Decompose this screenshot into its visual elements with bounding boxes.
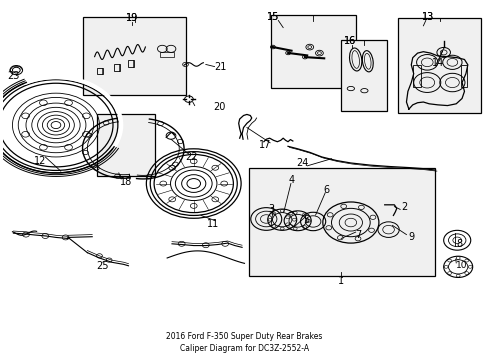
- Text: 16: 16: [343, 36, 355, 46]
- Text: 9: 9: [407, 232, 413, 242]
- Text: 6: 6: [323, 185, 329, 195]
- Text: 14: 14: [431, 58, 443, 68]
- Text: 11: 11: [206, 219, 219, 229]
- Text: 7: 7: [354, 230, 361, 240]
- Text: 13: 13: [421, 12, 433, 22]
- Bar: [249, 168, 435, 276]
- Text: 4: 4: [288, 175, 294, 185]
- Bar: [97, 114, 155, 176]
- Text: 8: 8: [456, 239, 462, 249]
- Text: 12: 12: [34, 156, 46, 166]
- Bar: [341, 40, 386, 111]
- Text: 13: 13: [421, 12, 433, 22]
- Text: 1: 1: [337, 276, 344, 286]
- Text: 21: 21: [214, 62, 226, 72]
- Bar: [114, 64, 120, 71]
- Bar: [412, 65, 421, 87]
- Bar: [397, 18, 480, 113]
- Text: 15: 15: [267, 12, 279, 22]
- Bar: [460, 65, 466, 87]
- Text: 2016 Ford F-350 Super Duty Rear Brakes
Caliper Diagram for DC3Z-2552-A: 2016 Ford F-350 Super Duty Rear Brakes C…: [166, 332, 322, 353]
- Text: 18: 18: [120, 177, 132, 187]
- Text: 23: 23: [8, 71, 20, 81]
- Text: 19: 19: [126, 13, 138, 23]
- Bar: [128, 60, 134, 67]
- Text: 5: 5: [303, 215, 309, 225]
- Text: 16: 16: [343, 36, 355, 46]
- Bar: [270, 15, 355, 88]
- Text: 22: 22: [184, 152, 197, 162]
- Text: 2: 2: [400, 202, 407, 212]
- Text: 25: 25: [97, 261, 109, 271]
- Bar: [160, 53, 174, 57]
- Text: 3: 3: [267, 204, 274, 214]
- Text: 19: 19: [126, 13, 138, 23]
- Text: 20: 20: [213, 102, 225, 112]
- Bar: [82, 17, 186, 95]
- Bar: [97, 68, 102, 75]
- Text: 24: 24: [296, 158, 308, 168]
- Text: 10: 10: [455, 261, 467, 270]
- Text: 15: 15: [267, 12, 279, 22]
- Text: 17: 17: [259, 140, 271, 149]
